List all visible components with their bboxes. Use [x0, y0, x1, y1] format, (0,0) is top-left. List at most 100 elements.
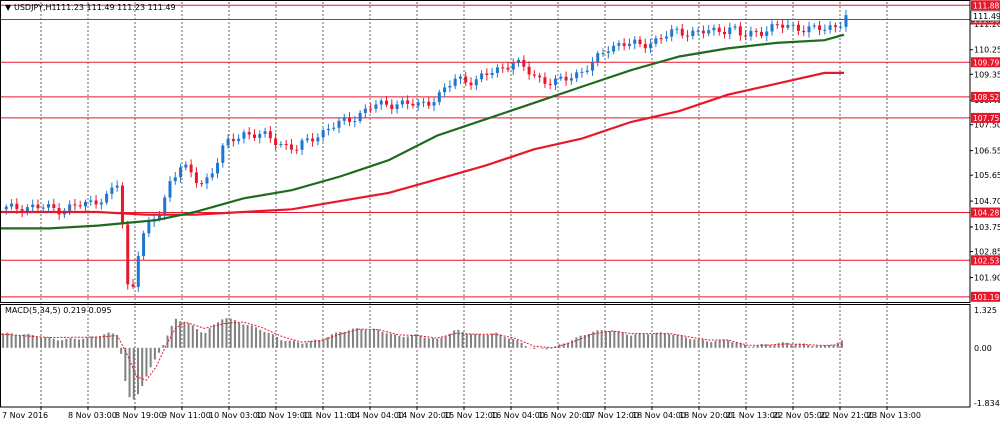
time-tick-label: 16 Nov 04:00	[491, 411, 545, 420]
candle-body	[828, 25, 832, 30]
price-tick-label: 109.35	[974, 70, 1000, 79]
candle-body	[221, 145, 225, 163]
candle-body	[659, 38, 663, 40]
candle-body	[142, 233, 146, 257]
candle-body	[770, 24, 774, 32]
candle-body	[480, 73, 484, 80]
candle-body	[575, 72, 579, 79]
time-tick-label: 22 Nov 21:00	[820, 411, 874, 420]
macd-frame	[0, 304, 971, 408]
candle-body	[654, 38, 658, 44]
candle-body	[765, 31, 769, 36]
triangle-down-icon[interactable]: ▼	[5, 3, 12, 12]
candle-body	[115, 185, 119, 188]
chart-frames	[0, 0, 971, 408]
candle-body	[110, 187, 114, 194]
chart-ohlc-values: 111.23 111.49 111.23 111.49	[56, 3, 176, 12]
candle-body	[839, 26, 843, 28]
candle-body	[205, 177, 209, 184]
candle-body	[569, 78, 573, 81]
price-tick-label: 107.50	[974, 121, 1000, 130]
candle-body	[68, 204, 72, 211]
time-tick-label: 22 Nov 05:00	[773, 411, 827, 420]
candle-body	[775, 24, 779, 26]
candle-body	[807, 26, 811, 33]
candle-body	[796, 24, 800, 31]
candle-body	[163, 197, 167, 216]
candle-body	[490, 73, 494, 76]
candle-body	[416, 102, 420, 106]
candle-body	[20, 209, 24, 213]
macd-tick-label: 0.00	[974, 344, 992, 353]
moving-average-lines	[1, 33, 845, 230]
candle-body	[786, 24, 790, 28]
price-level-label: 111.88	[973, 1, 999, 10]
candle-body	[131, 284, 135, 287]
candle-body	[543, 77, 547, 84]
macd-tick-label: -1.834	[974, 399, 1000, 408]
candle-body	[189, 164, 193, 173]
candle-body	[538, 75, 542, 78]
candle-body	[47, 204, 51, 208]
candle-body	[691, 30, 695, 37]
candle-body	[670, 29, 674, 37]
candle-body	[247, 132, 251, 135]
candle-body	[274, 138, 278, 145]
candle-body	[712, 27, 716, 31]
price-level-label: 107.75	[973, 114, 999, 123]
candle-body	[83, 201, 87, 207]
candle-body	[36, 204, 40, 209]
candle-body	[52, 204, 56, 209]
candle-body	[585, 70, 589, 72]
price-level-label: 109.79	[973, 58, 999, 67]
candle-body	[390, 104, 394, 110]
price-level-label-box	[971, 0, 1000, 11]
candle-body	[179, 167, 183, 178]
candle-body	[242, 132, 246, 139]
candle-body	[326, 128, 330, 131]
time-tick-label: 11 Nov 11:00	[303, 411, 357, 420]
candle-body	[437, 92, 441, 103]
time-tick-label: 10 Nov 03:00	[209, 411, 263, 420]
candle-body	[485, 73, 489, 76]
candle-body	[664, 36, 668, 39]
price-level-label: 104.28	[973, 209, 999, 218]
candle-body	[675, 28, 679, 30]
candle-body	[443, 87, 447, 93]
candle-body	[733, 26, 737, 28]
candle-body	[258, 133, 262, 138]
candle-body	[532, 74, 536, 76]
candle-body	[627, 43, 631, 46]
candle-body	[332, 127, 336, 129]
candlestick-series	[4, 9, 848, 293]
candle-body	[818, 25, 822, 31]
candle-body	[617, 43, 621, 46]
candle-body	[379, 100, 383, 105]
time-tick-label: 9 Nov 11:00	[162, 411, 211, 420]
candle-body	[759, 31, 763, 36]
candle-body	[548, 83, 552, 85]
candle-body	[649, 43, 653, 49]
time-tick-label: 14 Nov 04:00	[350, 411, 404, 420]
candle-body	[781, 24, 785, 28]
time-tick-label: 23 Nov 13:00	[867, 411, 921, 420]
candle-body	[744, 35, 748, 37]
candle-body	[511, 63, 515, 70]
candle-body	[358, 112, 362, 122]
time-tick-label: 14 Nov 20:00	[397, 411, 451, 420]
candle-body	[421, 101, 425, 103]
candle-body	[337, 120, 341, 128]
time-tick-label: 16 Nov 20:00	[538, 411, 592, 420]
candle-body	[453, 78, 457, 86]
candle-body	[173, 177, 177, 182]
main-chart-frame	[0, 0, 971, 303]
price-tick-label: 103.75	[974, 223, 1000, 232]
candle-body	[168, 181, 172, 198]
price-level-label-box	[971, 57, 1000, 68]
candle-body	[527, 66, 531, 75]
candle-body	[723, 31, 727, 35]
candle-body	[738, 26, 742, 36]
candle-body	[474, 79, 478, 86]
price-level-label: 101.19	[973, 293, 999, 302]
